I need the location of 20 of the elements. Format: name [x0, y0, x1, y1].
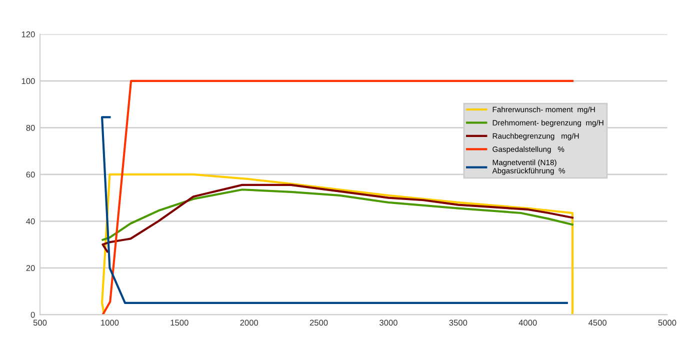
y-tick-label: 40: [26, 218, 35, 224]
x-tick-label: 1500: [170, 320, 188, 326]
x-tick-label: 4500: [588, 320, 606, 326]
line-series: [101, 173, 574, 315]
x-tick-label: 500: [33, 320, 47, 326]
x-tick-label: 3500: [449, 320, 468, 326]
y-tick-label: 0: [30, 312, 35, 318]
x-tick-label: 2000: [240, 320, 258, 326]
line-series: [102, 184, 574, 253]
y-tick-label: 80: [26, 124, 35, 131]
x-tick-label: 2500: [310, 320, 328, 326]
line-series: [102, 188, 574, 241]
y-tick-label: 20: [26, 265, 35, 271]
y-tick-label: 120: [22, 31, 35, 38]
y-tick-label: 100: [22, 78, 35, 84]
x-tick-label: 3000: [380, 320, 398, 326]
y-tick-label: 60: [26, 172, 35, 178]
x-tick-label: 4000: [518, 320, 537, 326]
x-tick-label: 1000: [101, 320, 119, 326]
x-tick-label: 5000: [658, 320, 676, 326]
